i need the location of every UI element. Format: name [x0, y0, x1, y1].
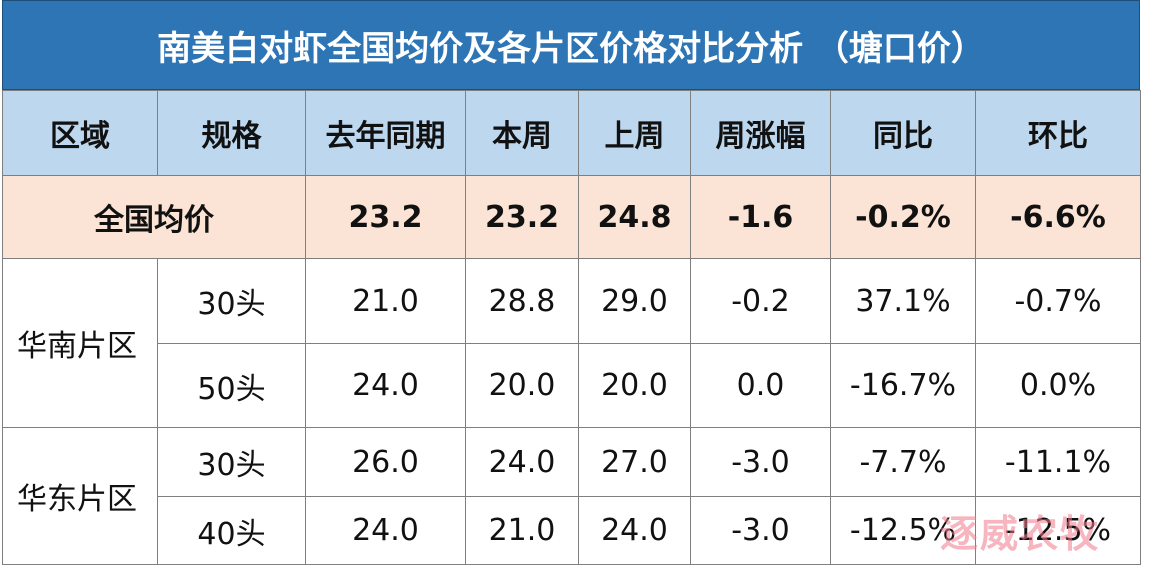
- data-cell: -3.0: [690, 496, 831, 565]
- table-row: 50头 24.0 20.0 20.0 0.0 -16.7% 0.0%: [3, 343, 1141, 428]
- data-cell: 0.0%: [975, 343, 1141, 428]
- header-cell: 去年同期: [305, 90, 466, 176]
- data-cell: -1.6: [690, 175, 831, 259]
- spec-cell: 50头: [157, 343, 306, 428]
- data-cell: 37.1%: [830, 258, 976, 344]
- header-cell: 周涨幅: [690, 90, 831, 176]
- data-cell: -0.2%: [830, 175, 976, 259]
- data-cell: 23.2: [305, 175, 466, 259]
- price-table: 区域 规格 去年同期 本周 上周 周涨幅 同比 环比 全国均价 23.2 23.2 24.8 -1.6-…: [2, 90, 1141, 565]
- header-cell: 上周: [578, 90, 691, 176]
- table-row: 区域 规格 去年同期 本周 上周 周涨幅 同比 环比: [2, 90, 1141, 176]
- data-cell: 29.0: [578, 258, 691, 344]
- data-cell: 20.0: [465, 343, 579, 428]
- data-cell: -7.7%: [830, 427, 976, 497]
- spec-cell: 30头: [157, 427, 306, 497]
- watermark: 逐威农牧: [939, 512, 1100, 556]
- data-cell: 21.0: [465, 496, 579, 565]
- data-cell: -6.6%: [975, 175, 1141, 259]
- data-cell: -16.7%: [830, 343, 976, 428]
- data-cell: -11.1%: [975, 427, 1141, 497]
- data-cell: 0.0: [690, 343, 831, 428]
- table-row: 华东片区 30头 26.0 24.0 27.0 -3.0 -7.7% -11.1%: [2, 427, 1141, 565]
- region-cell: 华南片区: [2, 258, 158, 428]
- data-cell: -12.5%: [975, 496, 1141, 565]
- row-label: 全国均价: [2, 175, 306, 259]
- spec-cell: 40头: [157, 496, 306, 565]
- table-row: 华南片区 30头 21.0 28.8 29.0 -0.2 37.1% -0.7%: [2, 258, 1141, 428]
- table-body: 区域 规格 去年同期 本周 上周 周涨幅 同比 环比 全国均价 23.2 23.2 24.8 -1.6-…: [2, 90, 1141, 565]
- table-row: 40头 24.0 21.0 24.0 -3.0 -12.5% -12.5%: [3, 496, 1141, 565]
- data-cell: -3.0: [690, 427, 831, 497]
- header-cell: 同比: [830, 90, 976, 176]
- data-cell: 21.0: [305, 258, 466, 344]
- data-cell: 26.0: [305, 427, 466, 497]
- spec-cell: 30头: [157, 258, 306, 344]
- data-cell: 24.0: [305, 496, 466, 565]
- data-cell: 20.0: [578, 343, 691, 428]
- header-cell: 本周: [465, 90, 579, 176]
- data-cell: 24.0: [305, 343, 466, 428]
- table-row: 全国均价 23.2 23.2 24.8 -1.6 -0.2% -6.6%: [2, 175, 1141, 259]
- data-cell: -0.7%: [975, 258, 1141, 344]
- data-cell: 28.8: [465, 258, 579, 344]
- data-cell: 24.0: [578, 496, 691, 565]
- header-cell: 环比: [975, 90, 1141, 176]
- data-cell: 23.2: [465, 175, 579, 259]
- region-cell: 华东片区: [2, 427, 158, 565]
- data-cell: 27.0: [578, 427, 691, 497]
- header-cell: 区域: [2, 90, 158, 176]
- data-cell: 24.8: [578, 175, 691, 259]
- data-cell: -12.5%: [830, 496, 976, 565]
- data-cell: -0.2: [690, 258, 831, 344]
- header-cell: 规格: [157, 90, 306, 176]
- table-title: 南美白对虾全国均价及各片区价格对比分析 （塘口价）: [2, 0, 1140, 90]
- data-cell: 24.0: [465, 427, 579, 497]
